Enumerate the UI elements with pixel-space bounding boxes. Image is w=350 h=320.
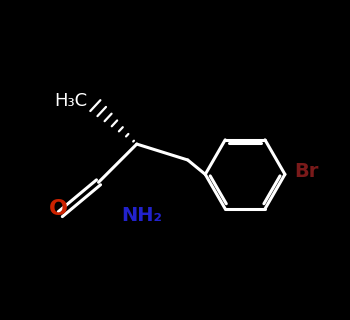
Text: O: O <box>49 199 68 220</box>
Text: NH₂: NH₂ <box>121 206 162 225</box>
Text: H₃C: H₃C <box>54 92 88 110</box>
Text: Br: Br <box>294 162 319 181</box>
